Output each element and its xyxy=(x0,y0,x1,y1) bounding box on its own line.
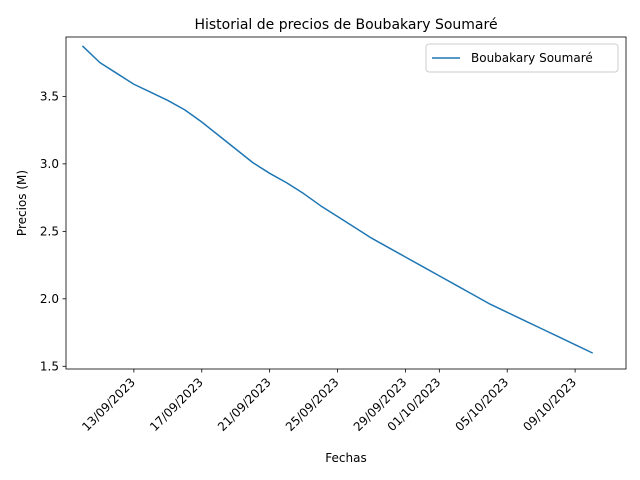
series-line xyxy=(81,45,594,354)
axes-frame xyxy=(65,36,627,370)
legend: Boubakary Soumaré xyxy=(425,43,619,73)
legend-label: Boubakary Soumaré xyxy=(471,51,593,65)
y-tick-label: 2.0 xyxy=(40,292,59,306)
y-tick-label: 3.5 xyxy=(40,89,59,103)
y-axis: 1.5 2.0 2.5 3.0 3.5 xyxy=(40,89,66,373)
plot-area xyxy=(65,36,627,370)
chart-title: Historial de precios de Boubakary Soumar… xyxy=(194,17,497,33)
legend-box xyxy=(425,43,619,73)
y-tick-label: 2.5 xyxy=(40,224,59,238)
y-tick-label: 1.5 xyxy=(40,359,59,373)
y-axis-label: Precios (M) xyxy=(15,170,29,236)
x-axis-label: Fechas xyxy=(325,451,366,465)
y-tick-label: 3.0 xyxy=(40,157,59,171)
